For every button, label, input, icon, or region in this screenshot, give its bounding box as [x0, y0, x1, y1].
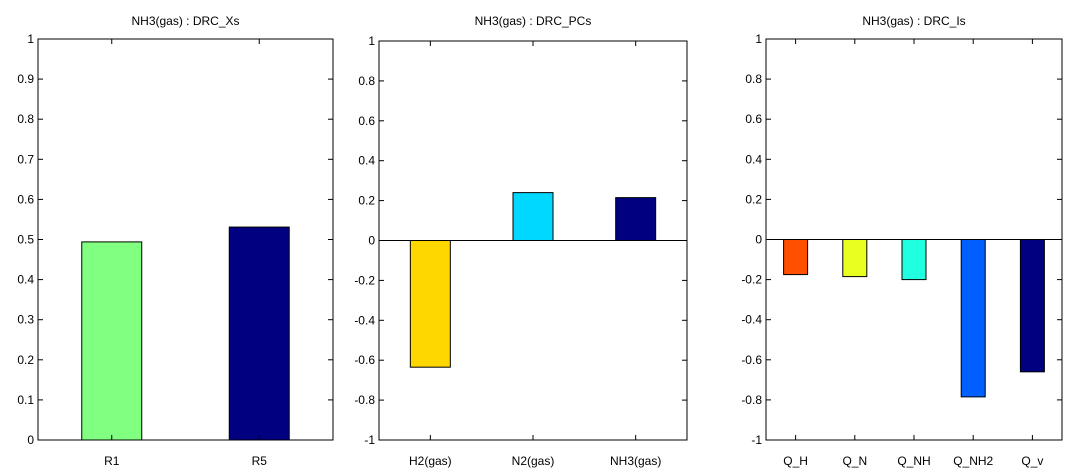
y-tick-label: 0.2 — [745, 192, 762, 206]
plot-frame — [37, 38, 334, 441]
x-category-label: N2(gas) — [512, 454, 555, 468]
y-tick-label: 0.7 — [17, 152, 34, 166]
x-category-label: R1 — [104, 454, 120, 468]
x-category-label: Q_NH — [897, 454, 930, 468]
y-tick-label: -0.2 — [741, 273, 762, 287]
y-tick-label: 0.2 — [358, 194, 375, 208]
y-tick-label: 1 — [368, 34, 375, 48]
y-tick-label: 0.4 — [745, 152, 762, 166]
bar-q-nh — [901, 239, 927, 281]
y-tick-label: -0.6 — [354, 353, 375, 367]
bar-r5 — [228, 226, 290, 441]
y-tick-label: 0.9 — [17, 72, 34, 86]
chart-title: NH3(gas) : DRC_PCs — [475, 14, 592, 28]
y-tick-label: -0.8 — [741, 393, 762, 407]
y-tick-label: 0.4 — [358, 154, 375, 168]
x-category-label: Q_NH2 — [953, 454, 993, 468]
x-category-label: Q_N — [842, 454, 867, 468]
y-tick-label: 0.2 — [17, 353, 34, 367]
bar-n2-gas- — [512, 192, 554, 241]
y-tick-label: 0.1 — [17, 393, 34, 407]
y-tick-label: 0.4 — [17, 273, 34, 287]
chart-panel-2: NH3(gas) : DRC_PCs -1 -0.8 -0.6 -0.4 -0.2 0 0.2… — [354, 14, 688, 468]
bar-q-n — [842, 239, 868, 278]
y-tick-label: 1 — [755, 32, 762, 46]
y-tick-label: -1 — [364, 433, 375, 447]
y-tick-label: -0.4 — [741, 313, 762, 327]
y-tick-label: 0.6 — [17, 192, 34, 206]
y-tick-label: 0.5 — [17, 233, 34, 247]
chart-panel-1: NH3(gas) : DRC_Xs 0 0.1 0.2 0.3 0.4 0.5 0.6 0.7 0… — [17, 14, 334, 468]
y-tick-label: -1 — [751, 433, 762, 447]
y-tick-label: 0.8 — [745, 72, 762, 86]
plot-frame — [378, 40, 688, 441]
bar-q-v — [1019, 239, 1045, 373]
y-tick-label: 0.8 — [358, 74, 375, 88]
y-tick-label: 0 — [368, 234, 375, 248]
y-tick-label: 0.3 — [17, 313, 34, 327]
bar-h2-gas- — [409, 240, 451, 368]
x-category-label: H2(gas) — [409, 454, 452, 468]
bar-nh3-gas- — [615, 197, 657, 241]
bar-r1 — [81, 241, 143, 441]
x-category-label: Q_v — [1021, 454, 1043, 468]
y-tick-label: -0.2 — [354, 273, 375, 287]
x-category-label: R5 — [252, 454, 268, 468]
y-tick-label: 0 — [27, 433, 34, 447]
chart-title: NH3(gas) : DRC_Xs — [131, 14, 239, 28]
bar-q-nh2 — [960, 239, 986, 398]
chart-panel-3: NH3(gas) : DRC_Is -1 -0.8 -0.6 -0.4 -0.2 0 0.2 0… — [741, 14, 1063, 468]
y-tick-label: 1 — [27, 32, 34, 46]
y-tick-label: 0 — [755, 233, 762, 247]
bar-q-h — [783, 239, 809, 276]
x-category-label: NH3(gas) — [610, 454, 661, 468]
y-tick-label: 0.6 — [358, 114, 375, 128]
y-tick-label: -0.6 — [741, 353, 762, 367]
plot-frame — [765, 38, 1063, 441]
chart-title: NH3(gas) : DRC_Is — [862, 14, 965, 28]
y-tick-label: 0.6 — [745, 112, 762, 126]
y-tick-label: 0.8 — [17, 112, 34, 126]
y-tick-label: -0.4 — [354, 313, 375, 327]
x-category-label: Q_H — [783, 454, 808, 468]
y-tick-label: -0.8 — [354, 393, 375, 407]
